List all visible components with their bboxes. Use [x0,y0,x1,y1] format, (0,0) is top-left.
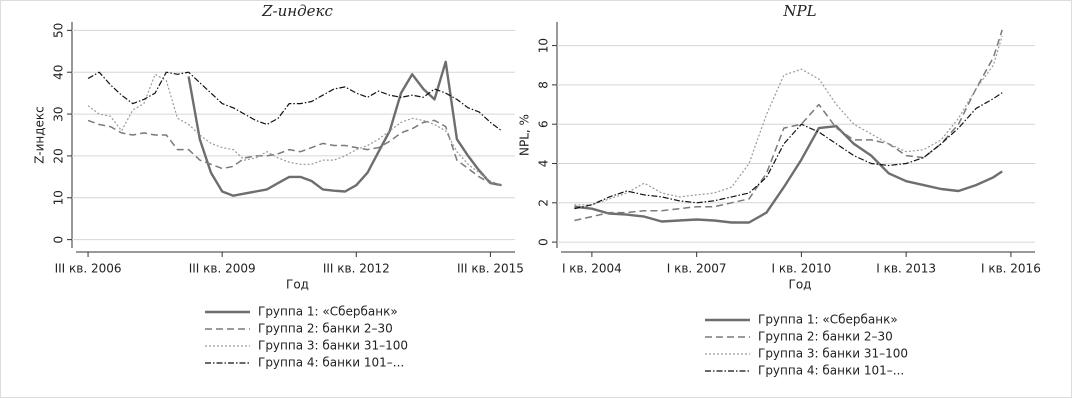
x-tick-label: I кв. 2016 [981,262,1041,276]
x-tick-label: I кв. 2013 [876,262,936,276]
legend-label: Группа 4: банки 101–... [258,356,404,370]
y-tick-label: 2 [537,199,551,207]
y-tick-label: 8 [537,81,551,89]
x-tick-label: I кв. 2004 [562,262,622,276]
x-tick-label: III кв. 2006 [55,262,122,276]
y-tick-label: 40 [52,65,66,80]
legend-label: Группа 3: банки 31–100 [258,339,408,353]
y-axis-label: NPL, % [518,114,532,156]
x-axis-label: Год [789,278,812,292]
y-tick-label: 50 [52,23,66,38]
x-tick-label: III кв. 2015 [457,262,524,276]
y-tick-label: 0 [52,236,66,244]
y-tick-label: 10 [52,190,66,205]
legend-label: Группа 3: банки 31–100 [758,347,908,361]
series-line [574,35,1003,206]
chart-title: NPL [782,2,816,20]
legend-label: Группа 4: банки 101–... [758,364,904,378]
y-axis-label: Z-индекс [33,106,47,164]
legend-label: Группа 2: банки 2–30 [758,330,893,344]
series-line [574,92,1003,210]
legend-label: Группа 2: банки 2–30 [258,322,393,336]
y-tick-label: 6 [537,120,551,128]
series-line [87,119,502,186]
y-tick-label: 10 [537,38,551,53]
series-line [574,125,1003,224]
legend-label: Группа 1: «Сбербанк» [258,305,398,319]
x-tick-label: III кв. 2009 [189,262,256,276]
series-line [87,73,502,186]
x-tick-label: I кв. 2010 [771,262,831,276]
series-line [87,71,502,132]
series-line [187,60,502,197]
y-tick-label: 30 [52,106,66,121]
chart-title: Z-индекс [261,2,333,20]
x-axis-label: Год [286,278,309,292]
y-tick-label: 20 [52,148,66,163]
x-tick-label: I кв. 2007 [667,262,727,276]
y-tick-label: 0 [537,238,551,246]
y-tick-label: 4 [537,160,551,168]
x-tick-label: III кв. 2012 [323,262,390,276]
legend-label: Группа 1: «Сбербанк» [758,313,898,327]
